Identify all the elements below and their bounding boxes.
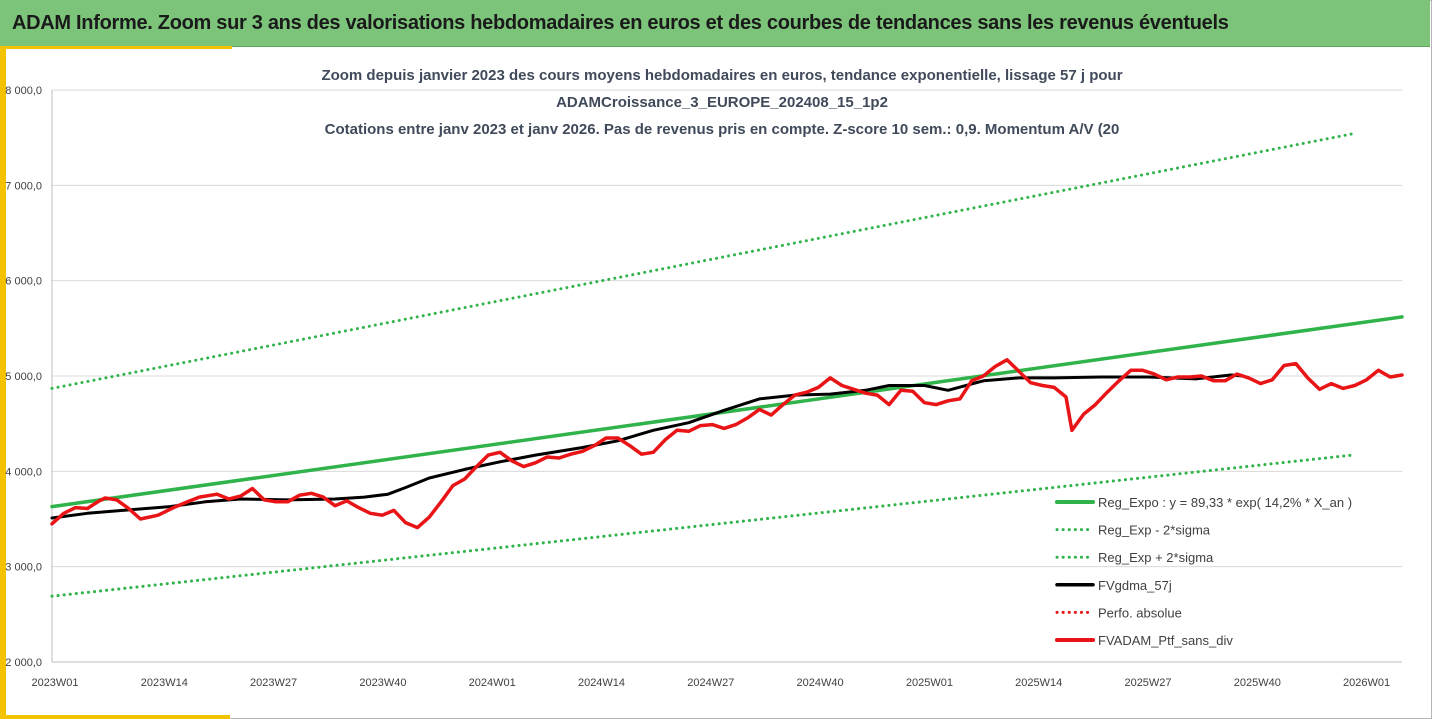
legend-label-2: Reg_Exp + 2*sigma bbox=[1098, 550, 1214, 565]
axes: 2 000,0 3 000,0 4 000,0 5 000,0 6 000,0 7 000… bbox=[5, 85, 1402, 689]
y-tick-label: 3 000,0 bbox=[5, 562, 42, 574]
x-tick-label: 2026W01 bbox=[1343, 677, 1390, 689]
legend-label-1: Reg_Exp - 2*sigma bbox=[1098, 523, 1211, 538]
series-line-1 bbox=[50, 453, 1354, 598]
yellow-accent-top bbox=[6, 46, 232, 49]
x-tick-label: 2025W14 bbox=[1015, 677, 1062, 689]
yellow-accent-bottom bbox=[6, 715, 230, 719]
x-tick-label: 2024W01 bbox=[469, 677, 516, 689]
x-tick-label: 2024W40 bbox=[797, 677, 844, 689]
series-lines bbox=[50, 132, 1404, 598]
series-line-5 bbox=[50, 358, 1404, 530]
x-tick-label: 2025W27 bbox=[1124, 677, 1171, 689]
banner-title: ADAM Informe. Zoom sur 3 ans des valoris… bbox=[12, 12, 1229, 34]
y-tick-label: 6 000,0 bbox=[5, 276, 42, 288]
title-banner: ADAM Informe. Zoom sur 3 ans des valoris… bbox=[0, 0, 1430, 47]
legend-label-0: Reg_Expo : y = 89,33 * exp( 14,2% * X_an… bbox=[1098, 495, 1352, 510]
x-tick-label: 2023W27 bbox=[250, 677, 297, 689]
x-tick-label: 2025W01 bbox=[906, 677, 953, 689]
chart-title-line-1: Zoom depuis janvier 2023 des cours moyen… bbox=[321, 67, 1122, 84]
y-tick-label: 4 000,0 bbox=[5, 466, 42, 478]
yellow-accent-left bbox=[0, 46, 6, 719]
y-tick-label: 5 000,0 bbox=[5, 371, 42, 383]
y-tick-label: 2 000,0 bbox=[5, 657, 42, 669]
chart-title-line-3: Cotations entre janv 2023 et janv 2026. … bbox=[325, 121, 1120, 138]
legend-label-4: Perfo. absolue bbox=[1098, 605, 1182, 620]
x-tick-label: 2023W14 bbox=[141, 677, 188, 689]
series-line-0 bbox=[50, 315, 1404, 509]
chart-title: Zoom depuis janvier 2023 des cours moyen… bbox=[321, 67, 1122, 138]
y-tick-label: 7 000,0 bbox=[5, 180, 42, 192]
legend-label-3: FVgdma_57j bbox=[1098, 578, 1172, 593]
series-line-2 bbox=[50, 132, 1354, 390]
legend-label-5: FVADAM_Ptf_sans_div bbox=[1098, 633, 1233, 648]
legend: Reg_Expo : y = 89,33 * exp( 14,2% * X_an… bbox=[1055, 495, 1352, 648]
x-tick-label: 2025W40 bbox=[1234, 677, 1281, 689]
x-tick-label: 2023W01 bbox=[31, 677, 78, 689]
x-tick-label: 2023W40 bbox=[359, 677, 406, 689]
chart-title-line-2: ADAMCroissance_3_EUROPE_202408_15_1p2 bbox=[556, 94, 888, 111]
x-tick-label: 2024W14 bbox=[578, 677, 625, 689]
x-tick-label: 2024W27 bbox=[687, 677, 734, 689]
y-tick-label: 8 000,0 bbox=[5, 85, 42, 97]
